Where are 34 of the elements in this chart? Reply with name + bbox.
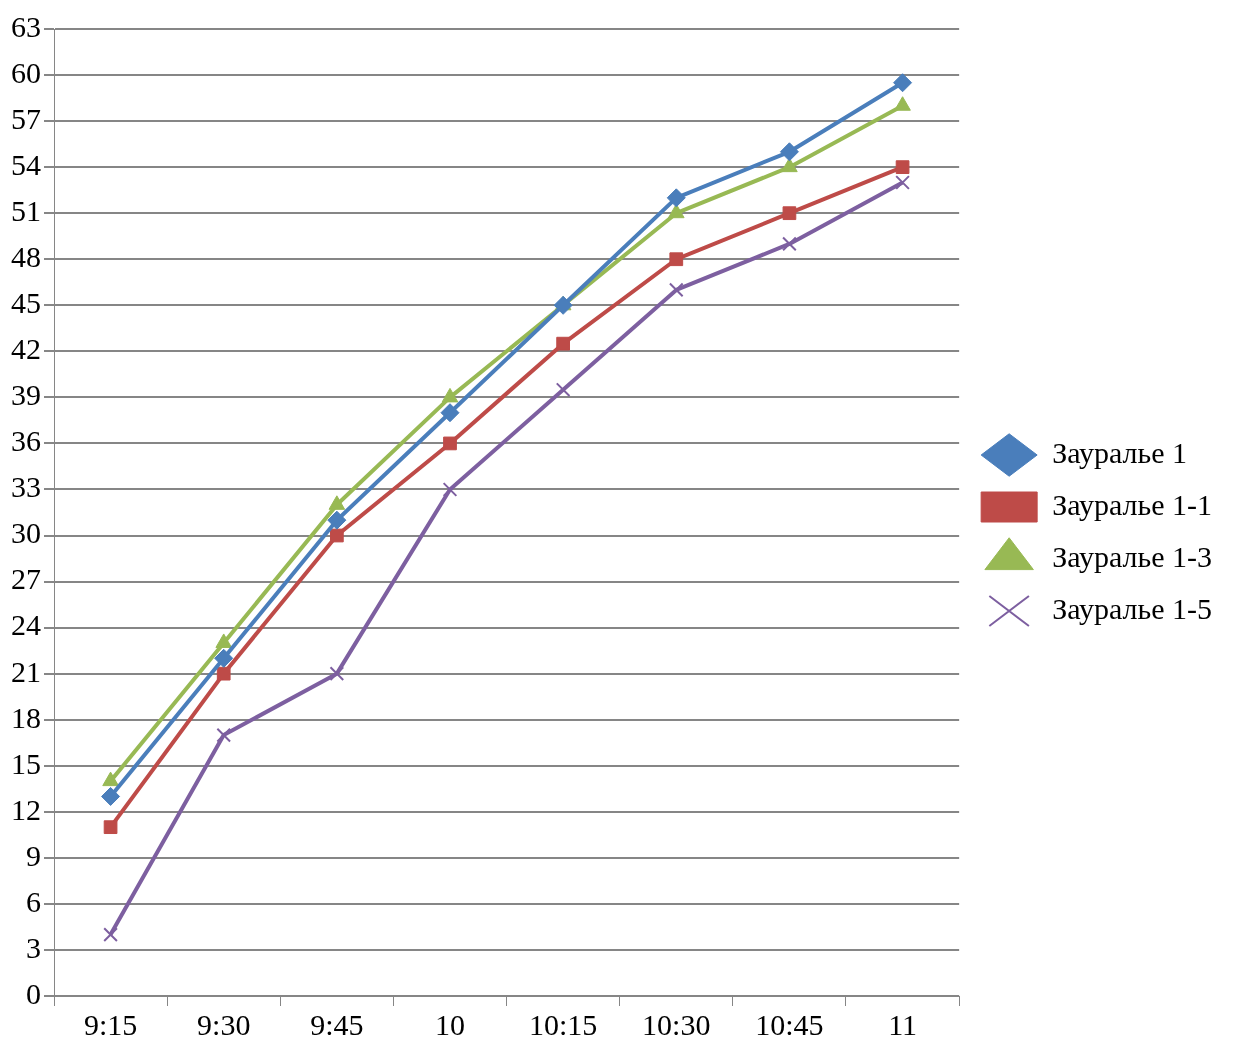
y-tick-label: 3: [26, 930, 41, 964]
legend-label: Зауралье 1-1: [1052, 487, 1212, 521]
y-tick-label: 18: [11, 700, 41, 734]
y-tick-label: 48: [11, 240, 41, 274]
y-tick-label: 15: [11, 746, 41, 780]
y-tick-label: 36: [11, 424, 41, 458]
y-tick-label: 33: [11, 470, 41, 504]
y-tick-label: 21: [11, 654, 41, 688]
x-tick-label: 10:30: [642, 1007, 711, 1041]
x-tick-label: 9:15: [83, 1007, 138, 1041]
y-tick-label: 30: [11, 516, 41, 550]
y-tick-label: 6: [26, 884, 41, 918]
legend-label: Зауралье 1: [1052, 435, 1188, 469]
y-tick-label: 60: [11, 55, 41, 89]
y-tick-label: 9: [26, 838, 41, 872]
x-tick-label: 10: [435, 1007, 465, 1041]
y-tick-label: 54: [11, 148, 41, 182]
y-tick-label: 45: [11, 286, 41, 320]
y-tick-label: 12: [11, 792, 41, 826]
x-tick-label: 9:45: [310, 1007, 364, 1041]
y-tick-label: 57: [11, 101, 41, 135]
y-tick-label: 0: [26, 976, 41, 1010]
y-tick-label: 63: [11, 9, 41, 43]
x-tick-label: 11: [888, 1007, 918, 1041]
legend-label: Зауралье 1-3: [1052, 539, 1212, 573]
x-tick-label: 10:15: [528, 1007, 598, 1041]
y-tick-label: 24: [11, 608, 41, 642]
legend-label: Зауралье 1-5: [1052, 591, 1212, 625]
y-tick-label: 42: [11, 332, 41, 366]
y-tick-label: 51: [11, 194, 41, 228]
x-tick-label: 10:45: [755, 1007, 824, 1041]
y-tick-label: 39: [11, 378, 41, 412]
x-tick-label: 9:30: [197, 1007, 251, 1041]
y-tick-label: 27: [11, 562, 41, 596]
